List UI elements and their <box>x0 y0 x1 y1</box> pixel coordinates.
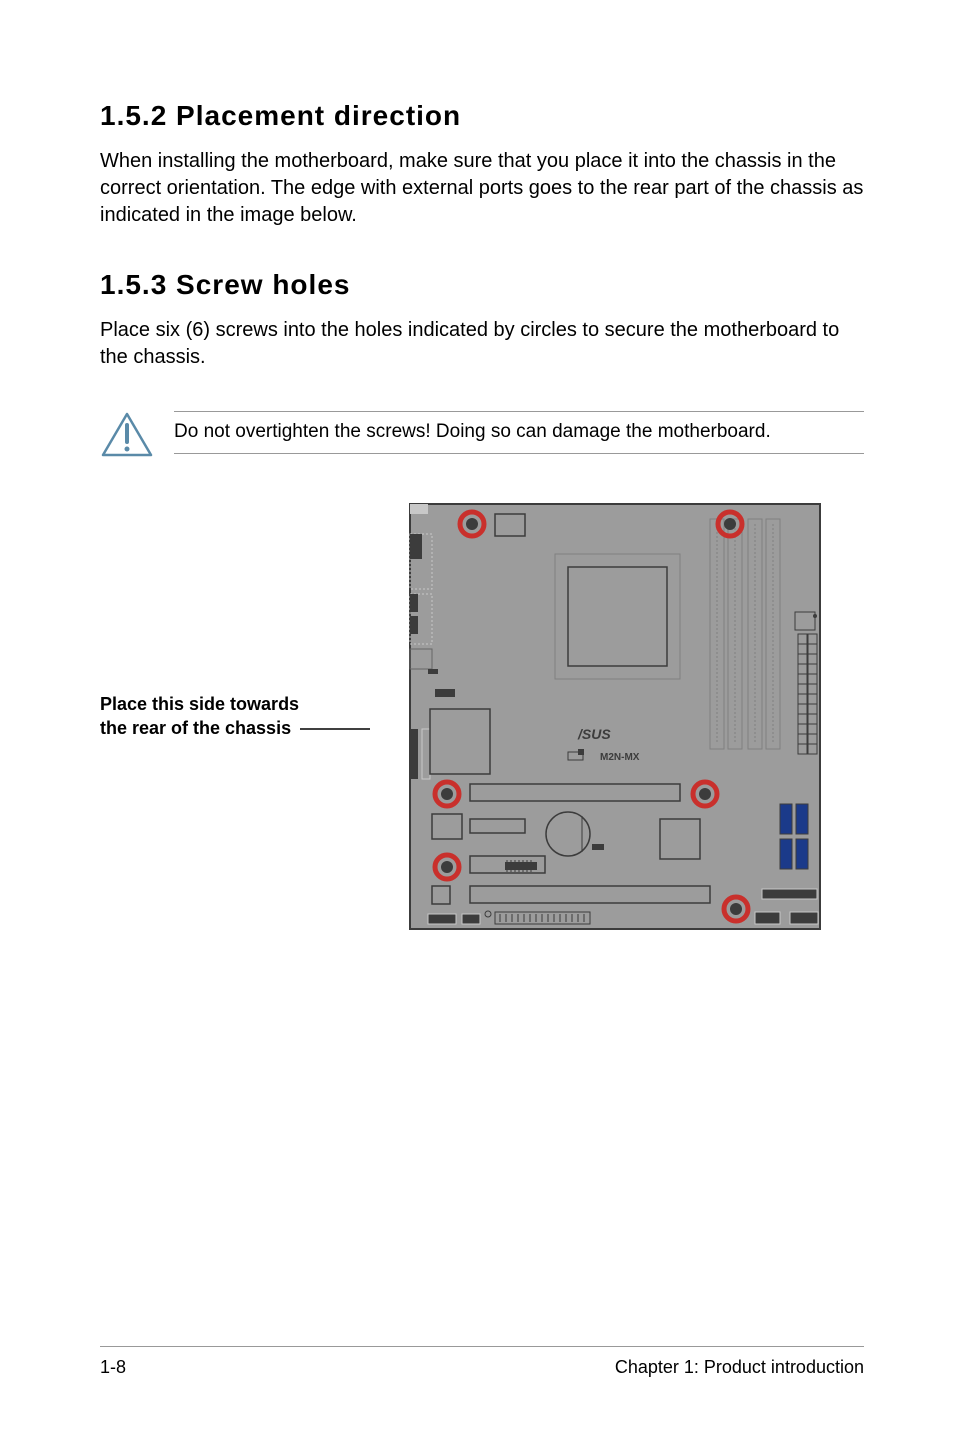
warning-text-wrap: Do not overtighten the screws! Doing so … <box>174 411 864 454</box>
motherboard-diagram: /SUS M2N-MX <box>400 494 864 939</box>
placement-heading: 1.5.2 Placement direction <box>100 100 864 132</box>
footer-chapter: Chapter 1: Product introduction <box>615 1357 864 1378</box>
warning-icon <box>100 411 154 464</box>
diagram-label: Place this side towards the rear of the … <box>100 693 400 740</box>
diagram-label-line2: the rear of the chassis <box>100 718 291 738</box>
placement-body: When installing the motherboard, make su… <box>100 148 864 229</box>
page-footer: 1-8 Chapter 1: Product introduction <box>100 1346 864 1378</box>
screw-body: Place six (6) screws into the holes indi… <box>100 317 864 371</box>
diagram-row: Place this side towards the rear of the … <box>100 494 864 939</box>
footer-page-number: 1-8 <box>100 1357 126 1378</box>
warning-text: Do not overtighten the screws! Doing so … <box>174 420 864 445</box>
board-model: M2N-MX <box>600 752 640 763</box>
svg-text:/SUS: /SUS <box>577 726 611 742</box>
diagram-label-line1: Place this side towards <box>100 694 299 714</box>
screw-heading: 1.5.3 Screw holes <box>100 269 864 301</box>
warning-row: Do not overtighten the screws! Doing so … <box>100 411 864 464</box>
